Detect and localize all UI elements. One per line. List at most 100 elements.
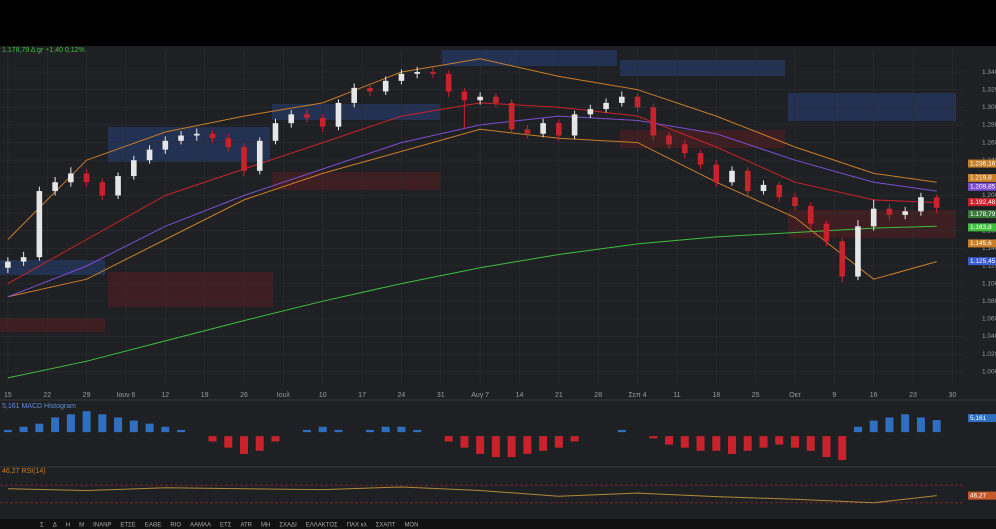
overlay-line [7,115,937,298]
histogram-bar [15,422,32,437]
histogram-bar [440,432,457,446]
histogram-bar [928,416,945,437]
histogram-bar [456,432,473,452]
zone [0,318,105,332]
toolbar-button[interactable]: ΙΝΑΝΡ [93,523,111,529]
histogram-bar [881,413,898,437]
toolbar-button[interactable]: ΣΧΑΔΙ [279,523,297,529]
candle-body [351,87,358,103]
x-tick-label: 11 [673,392,680,399]
toolbar-button[interactable]: M [79,523,84,529]
toolbar-button[interactable]: Σ [40,523,44,529]
histogram-bar [849,422,866,437]
toolbar-button[interactable]: ΜΟΝ [404,523,418,529]
candle-body [666,135,672,145]
zone [0,260,105,275]
candle-body [68,173,74,183]
histogram-bar [834,432,851,465]
x-tick-label: Αυγ 7 [471,392,489,399]
toolbar-button[interactable]: ΠΑΧ κλ [347,523,367,529]
toolbar-button[interactable]: ΣΧΑΠΤ [376,523,396,529]
candle-body [493,96,499,103]
price-badge-label: 1.236,16 [970,160,996,167]
candle-body [382,80,389,92]
y-tick-label: 1.320 [982,86,996,93]
toolbar-button[interactable]: ΕΤΣΕ [120,523,135,529]
histogram-bar [802,432,819,455]
histogram-bar [251,432,268,455]
y-tick-label: 1.000 [982,368,996,375]
candle-body [524,129,531,134]
histogram-bar [346,429,363,437]
toolbar-button[interactable]: Δ [53,523,57,529]
quote: 1.178,79 Δ gr +1,40 0,12% [2,47,85,54]
candle-body [839,241,846,277]
x-tick-label: 14 [516,392,524,399]
price-badge-label: 1.209,85 [970,183,996,190]
x-tick-label: 25 [752,392,760,399]
top-bar [0,0,996,46]
toolbar-button[interactable]: ΕΛΛΑΚΤΟΣ [306,523,338,529]
histogram-bar [692,432,709,455]
histogram-bar [724,432,741,458]
x-tick-label: 22 [43,392,51,399]
candle-body [225,138,232,147]
toolbar-button[interactable]: ΕΤΣ [220,523,232,529]
histogram-bar [125,416,142,437]
candle-body [36,191,43,258]
toolbar-button[interactable]: Η [66,523,70,529]
y-tick-label: 1.300 [982,104,996,111]
toolbar-button[interactable]: ΑΑΜΑΑ [190,523,211,529]
candle-body [272,123,279,141]
candle-body [823,223,830,242]
x-tick-label: 29 [83,392,91,399]
histogram-bar [897,410,914,437]
candle-body [571,114,578,136]
candle-body [52,182,58,192]
histogram-bar [204,432,221,446]
candle-body [634,96,641,108]
toolbar-button[interactable]: ΕΑΘΕ [145,523,162,529]
price-badge-label: 46,27 [970,492,987,499]
zone [272,172,440,190]
y-tick-label: 1.020 [982,351,996,358]
candle-body [681,144,688,154]
histogram-bar [598,429,615,437]
candle-body [193,133,200,136]
price-badge [968,239,996,248]
price-badge [968,182,996,191]
histogram-bar [739,432,756,455]
candle-body [430,72,436,74]
x-tick-label: 23 [909,392,917,399]
y-tick-label: 1.120 [982,263,996,270]
overlay-line [7,58,937,240]
histogram-bar [818,432,835,462]
candle-body [697,153,704,165]
histogram-bar [550,432,567,452]
y-tick-label: 1.280 [982,122,996,129]
histogram-bar [503,432,520,462]
zone [620,60,785,76]
y-tick-label: 1.060 [982,316,996,323]
candle-body [650,107,657,136]
histogram-bar [31,419,48,437]
histogram-bar [676,432,693,452]
price-badge [968,159,996,168]
histogram-bar [786,432,803,452]
x-tick-label: 21 [555,392,563,399]
candle-body [461,91,468,101]
price-badge-label: 5,161 [970,415,987,422]
toolbar-button[interactable]: RIO [170,523,181,529]
histogram-bar [298,425,315,437]
x-tick-label: 31 [437,392,445,399]
overlay-line [7,225,937,379]
histogram-bar [755,432,772,452]
candle-body [241,146,247,171]
toolbar-button[interactable]: ATR [240,523,252,529]
price-badge-label: 1.145,6 [970,240,992,247]
candle-body [256,140,263,171]
price-badge-label: 1.192,48 [970,199,996,206]
toolbar-button[interactable]: ΜΗ [261,523,270,529]
price-badge-label: 1.163,8 [970,224,992,231]
